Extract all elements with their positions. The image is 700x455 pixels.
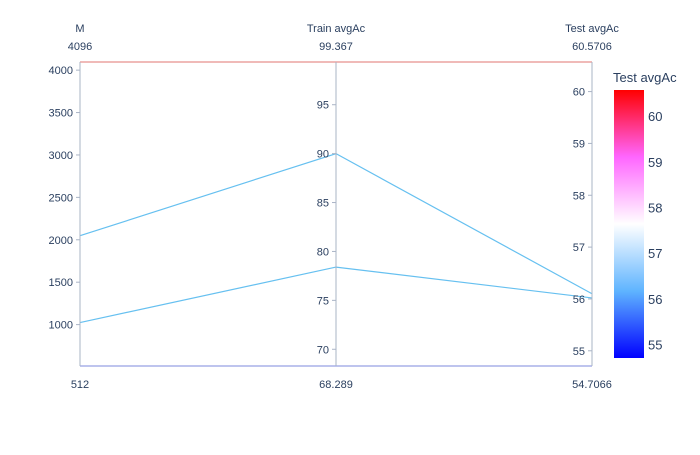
axis-tick-label: 95 xyxy=(317,100,329,112)
colorbar-tick-label: 58 xyxy=(648,200,662,215)
axis-tick-label: 85 xyxy=(317,198,329,210)
axis-tick-label: 4000 xyxy=(49,65,73,77)
axis-min-label: 512 xyxy=(71,379,89,391)
colorbar-title: Test avgAc xyxy=(613,70,677,85)
axis-tick-label: 1000 xyxy=(49,320,73,332)
axis-tick-label: 55 xyxy=(573,346,585,358)
axis-tick-label: 90 xyxy=(317,149,329,161)
axis-min-label: 54.7066 xyxy=(572,379,612,391)
axis-title: M xyxy=(75,23,84,35)
axis-tick-label: 2500 xyxy=(49,192,73,204)
axis-1[interactable]: M 4096 512 1000 1500 2000 2500 3000 3500 4000 xyxy=(49,23,93,391)
colorbar-tick-label: 55 xyxy=(648,338,662,353)
axis-2[interactable]: Train avgAc 99.367 68.289 70 75 80 85 90 95 xyxy=(307,23,366,391)
axis-title: Test avgAc xyxy=(565,23,619,35)
axis-min-label: 68.289 xyxy=(319,379,353,391)
colorbar-gradient xyxy=(614,90,644,358)
axis-max-label: 4096 xyxy=(68,41,92,53)
axis-tick-label: 58 xyxy=(573,190,585,202)
axis-tick-label: 56 xyxy=(573,294,585,306)
axis-tick-label: 75 xyxy=(317,295,329,307)
axis-tick-label: 80 xyxy=(317,246,329,258)
colorbar-tick-label: 57 xyxy=(648,246,662,261)
colorbar-tick-label: 59 xyxy=(648,155,662,170)
axis-3[interactable]: Test avgAc 60.5706 54.7066 55 56 57 58 59 60 xyxy=(565,23,619,391)
axis-tick-label: 70 xyxy=(317,344,329,356)
colorbar-tick-label: 60 xyxy=(648,109,662,124)
axis-tick-label: 57 xyxy=(573,242,585,254)
axis-title: Train avgAc xyxy=(307,23,366,35)
axis-tick-label: 60 xyxy=(573,87,585,99)
axis-max-label: 99.367 xyxy=(319,41,353,53)
axis-tick-label: 1500 xyxy=(49,277,73,289)
axis-tick-label: 3500 xyxy=(49,108,73,120)
axis-tick-label: 2000 xyxy=(49,235,73,247)
axis-tick-label: 59 xyxy=(573,138,585,150)
axis-tick-label: 3000 xyxy=(49,150,73,162)
axis-max-label: 60.5706 xyxy=(572,41,612,53)
colorbar-tick-label: 56 xyxy=(648,292,662,307)
